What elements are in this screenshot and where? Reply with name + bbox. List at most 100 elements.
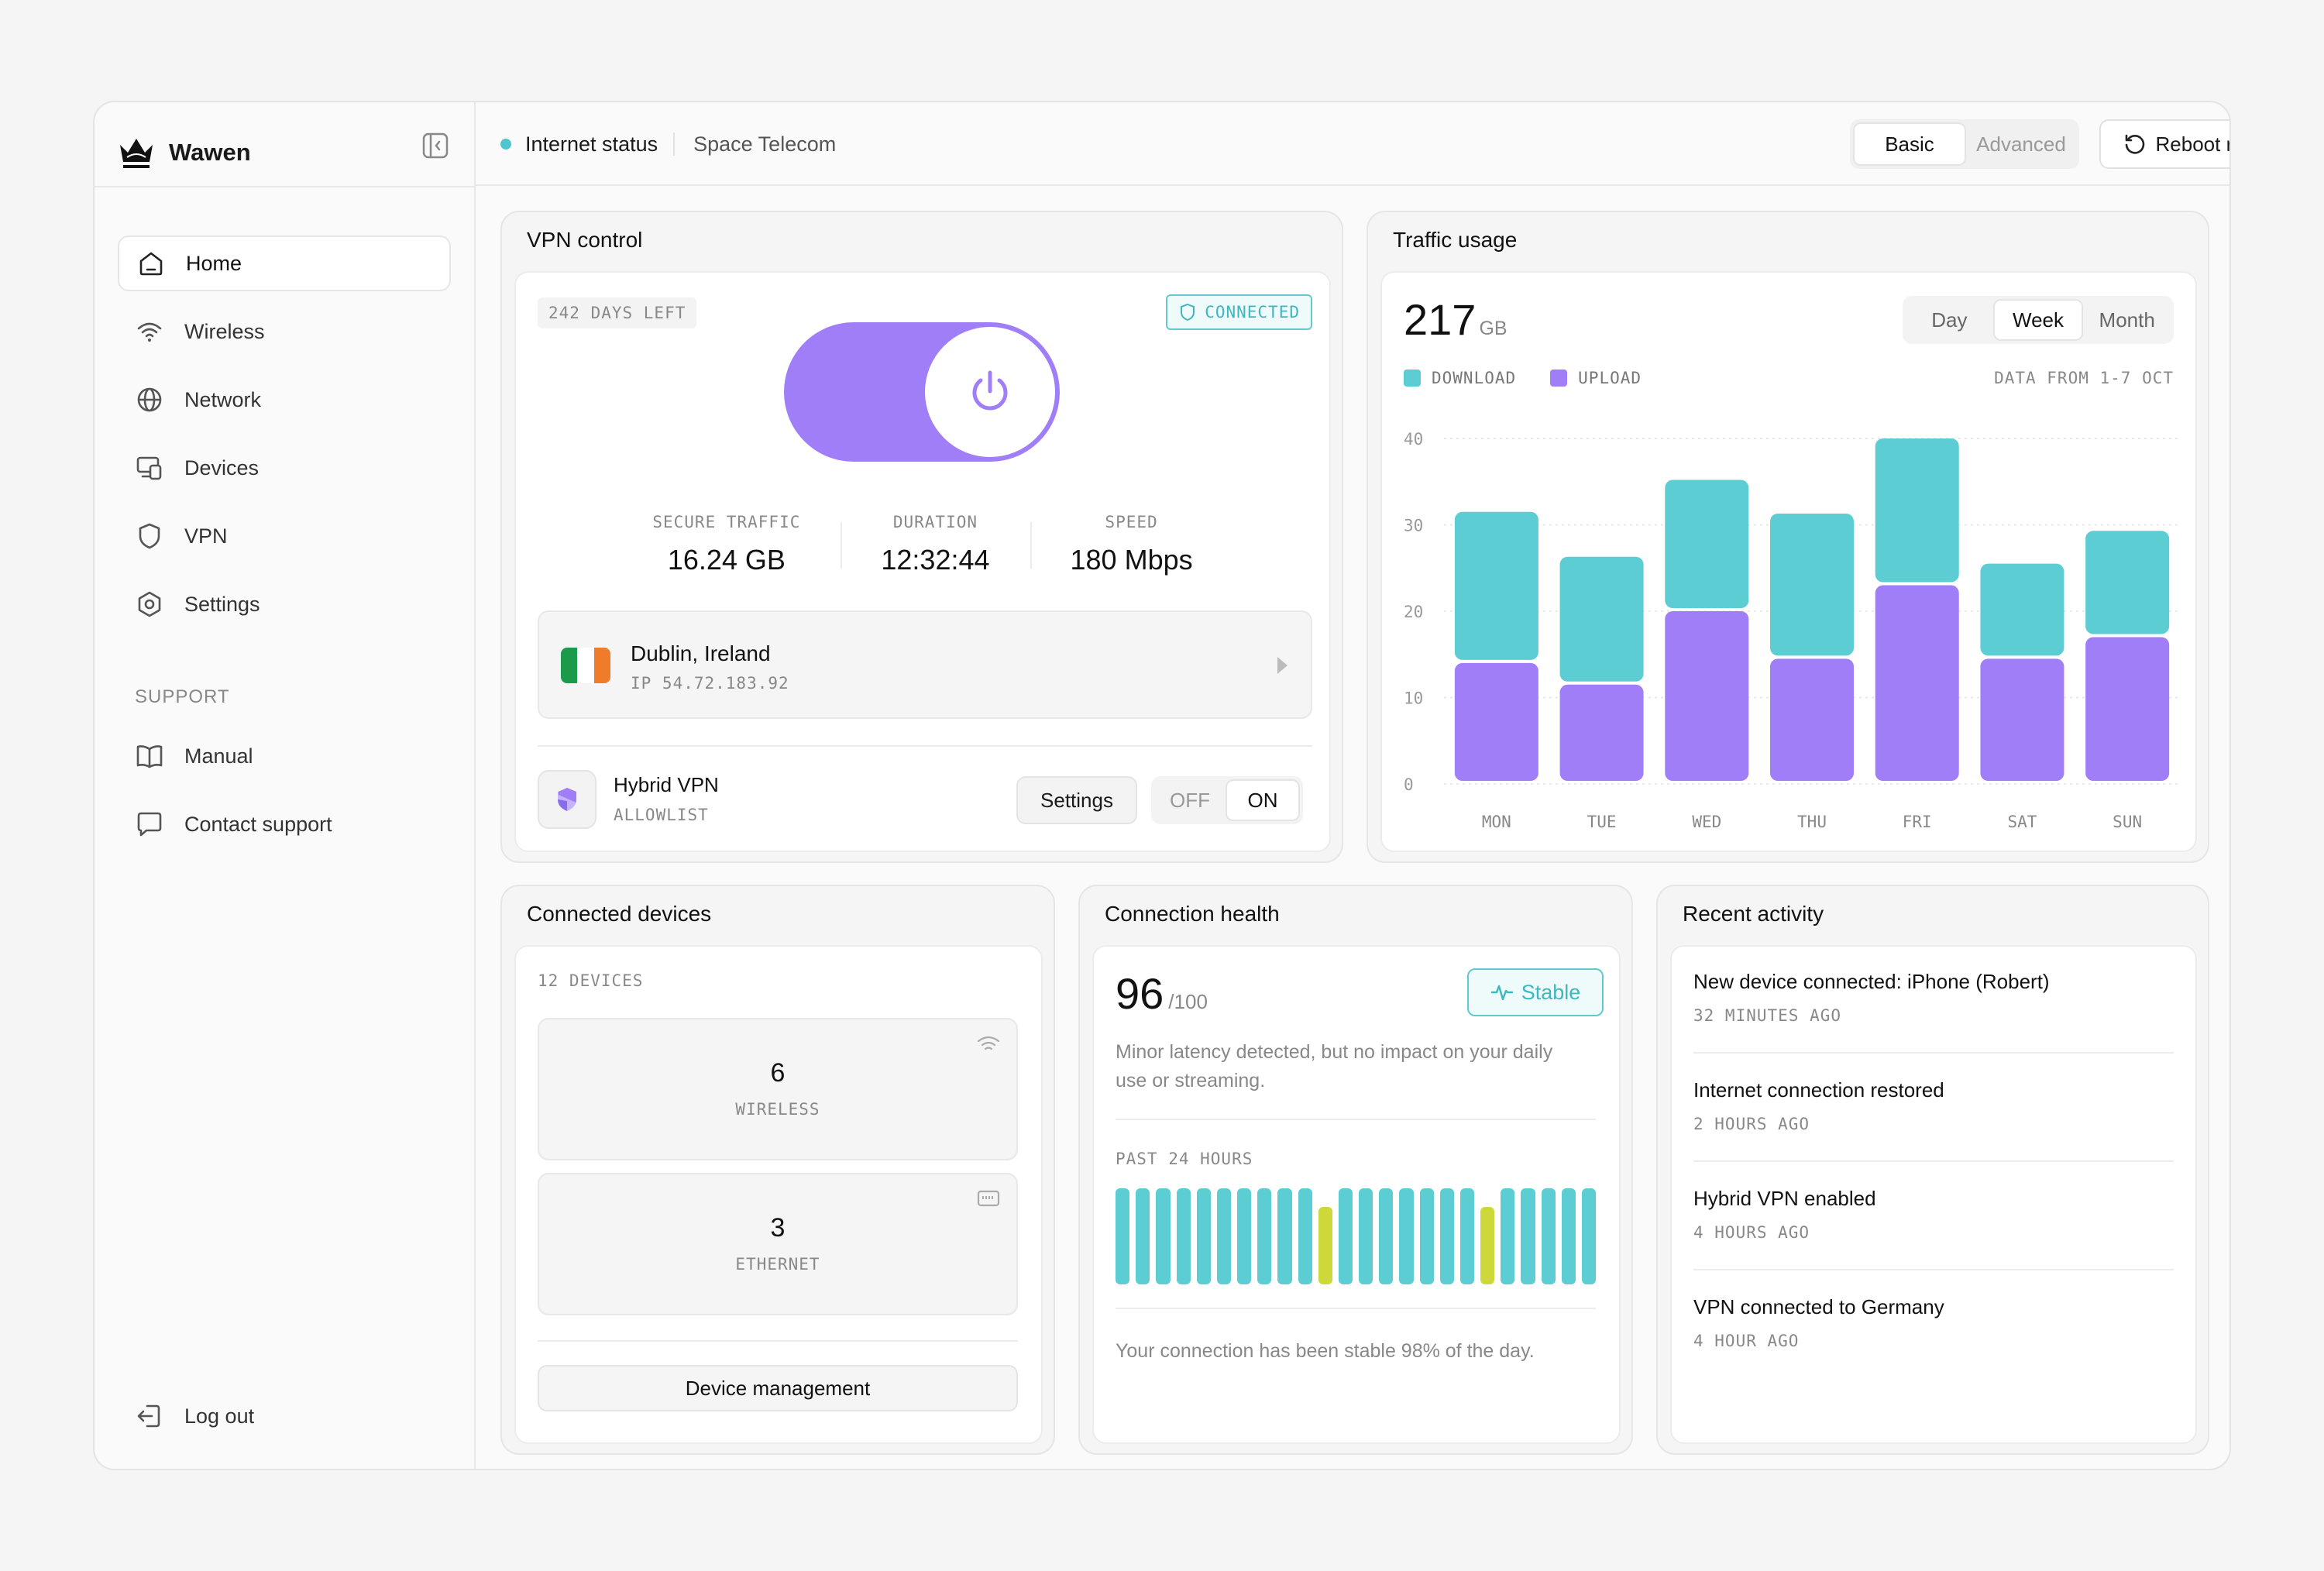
- crown-logo-icon: [120, 139, 153, 168]
- connected-devices-card: Connected devices 12 DEVICES 6 WIRELESS …: [500, 885, 1055, 1455]
- health-hour-bar: [1156, 1188, 1171, 1284]
- health-hour-bar: [1541, 1188, 1556, 1284]
- sidebar: Wawen Home Wireless Network: [95, 102, 476, 1469]
- bar-upload-sat[interactable]: [1980, 658, 2064, 781]
- bar-download-tue[interactable]: [1559, 556, 1644, 682]
- health-hour-bar: [1521, 1188, 1535, 1284]
- hybrid-on-button[interactable]: ON: [1226, 779, 1300, 821]
- status-separator: [673, 132, 676, 156]
- bar-download-thu[interactable]: [1770, 514, 1854, 656]
- health-hour-bar: [1399, 1188, 1414, 1284]
- x-tick-label: FRI: [1903, 813, 1932, 831]
- sidebar-item-network[interactable]: Network: [118, 372, 451, 428]
- legend-swatch: [1404, 370, 1421, 387]
- health-hour-bar: [1176, 1188, 1191, 1284]
- location-ip: IP 54.72.183.92: [631, 674, 789, 693]
- connected-badge-label: CONNECTED: [1205, 303, 1300, 321]
- ethernet-devices-tile[interactable]: 3 ETHERNET: [538, 1173, 1018, 1315]
- devices-card-title: Connected devices: [527, 902, 712, 926]
- x-tick-label: TUE: [1587, 813, 1617, 831]
- stat-label: SPEED: [1105, 513, 1158, 531]
- sidebar-item-devices[interactable]: Devices: [118, 440, 451, 496]
- health-hour-bar: [1116, 1188, 1130, 1284]
- ethernet-icon: [977, 1190, 1000, 1207]
- wireless-label: WIRELESS: [735, 1100, 820, 1119]
- reboot-router-button[interactable]: Reboot router: [2099, 119, 2230, 169]
- stable-badge: Stable: [1467, 968, 1604, 1016]
- vpn-power-toggle[interactable]: [784, 322, 1060, 462]
- range-week-button[interactable]: Week: [1992, 299, 2084, 341]
- traffic-total-value: 217: [1404, 295, 1477, 344]
- x-tick-label: THU: [1797, 813, 1827, 831]
- ethernet-count: 3: [770, 1213, 786, 1243]
- activity-divider: [1693, 1160, 2174, 1162]
- bar-upload-tue[interactable]: [1559, 684, 1644, 781]
- sidebar-item-label: Network: [184, 387, 262, 411]
- hybrid-off-button[interactable]: OFF: [1170, 788, 1210, 812]
- sidebar-item-label: Contact support: [184, 812, 332, 836]
- sidebar-item-vpn[interactable]: VPN: [118, 508, 451, 564]
- health-footer: Your connection has been stable 98% of t…: [1116, 1340, 1535, 1362]
- bar-upload-thu[interactable]: [1770, 658, 1854, 781]
- bar-upload-mon[interactable]: [1454, 662, 1538, 781]
- health-panel: 96/100 Stable Minor latency detected, bu…: [1092, 945, 1621, 1444]
- device-management-button[interactable]: Device management: [538, 1365, 1018, 1411]
- health-hour-bar: [1298, 1188, 1312, 1284]
- health-hour-bar: [1216, 1188, 1232, 1284]
- bar-download-sat[interactable]: [1980, 563, 2064, 656]
- hybrid-vpn-name: Hybrid VPN: [614, 773, 719, 796]
- reboot-label: Reboot router: [2155, 132, 2230, 156]
- wireless-count: 6: [770, 1058, 786, 1088]
- bar-download-sun[interactable]: [2085, 531, 2170, 634]
- brand: Wawen: [118, 125, 251, 180]
- range-day-button[interactable]: Day: [1931, 308, 1968, 332]
- hybrid-vpn-icon: [538, 770, 596, 829]
- traffic-card-title: Traffic usage: [1393, 228, 1518, 252]
- shield-half-icon: [558, 788, 576, 811]
- bar-download-mon[interactable]: [1454, 511, 1538, 660]
- bar-download-wed[interactable]: [1665, 480, 1749, 608]
- time-range-switch: Day Week Month: [1903, 296, 2174, 344]
- activity-item[interactable]: Internet connection restored 2 HOURS AGO: [1693, 1078, 2174, 1133]
- connected-badge: CONNECTED: [1166, 294, 1312, 330]
- vpn-location-selector[interactable]: Dublin, Ireland IP 54.72.183.92: [538, 610, 1312, 719]
- logout-button[interactable]: Log out: [118, 1388, 451, 1444]
- devices-panel: 12 DEVICES 6 WIRELESS 3 ETHERNET Device …: [514, 945, 1043, 1444]
- bar-upload-sun[interactable]: [2085, 637, 2170, 781]
- health-hour-bar: [1277, 1188, 1292, 1284]
- sidebar-item-wireless[interactable]: Wireless: [118, 304, 451, 359]
- bar-download-fri[interactable]: [1875, 438, 1959, 583]
- health-score-max: /100: [1168, 990, 1208, 1013]
- logout-label: Log out: [184, 1404, 255, 1428]
- connection-health-card: Connection health 96/100 Stable Minor la…: [1078, 885, 1633, 1455]
- sidebar-item-settings[interactable]: Settings: [118, 576, 451, 632]
- activity-time: 4 HOURS AGO: [1693, 1223, 1810, 1242]
- sidebar-item-label: Manual: [184, 744, 253, 768]
- activity-item[interactable]: VPN connected to Germany 4 HOUR AGO: [1693, 1295, 2174, 1350]
- activity-item[interactable]: New device connected: iPhone (Robert) 32…: [1693, 970, 2174, 1025]
- legend-label: DOWNLOAD: [1432, 369, 1517, 387]
- sidebar-item-manual[interactable]: Manual: [118, 728, 451, 784]
- range-month-button[interactable]: Month: [2099, 308, 2155, 332]
- bar-upload-wed[interactable]: [1665, 611, 1749, 781]
- sidebar-item-home[interactable]: Home: [118, 235, 451, 291]
- activity-title: VPN connected to Germany: [1693, 1295, 1944, 1318]
- brand-name: Wawen: [169, 139, 251, 166]
- hybrid-settings-button[interactable]: Settings: [1016, 776, 1137, 824]
- globe-icon: [137, 387, 162, 412]
- activity-item[interactable]: Hybrid VPN enabled 4 HOURS AGO: [1693, 1187, 2174, 1242]
- sidebar-item-contact-support[interactable]: Contact support: [118, 796, 451, 852]
- wireless-devices-tile[interactable]: 6 WIRELESS: [538, 1018, 1018, 1160]
- health-hour-bar: [1419, 1188, 1434, 1284]
- mode-advanced-button[interactable]: Advanced: [1976, 132, 2066, 156]
- collapse-sidebar-button[interactable]: [420, 130, 451, 161]
- health-hour-bar: [1257, 1188, 1272, 1284]
- vpn-card-title: VPN control: [527, 228, 643, 252]
- app-window: Wawen Home Wireless Network: [93, 101, 2231, 1470]
- home-icon: [139, 252, 163, 276]
- x-tick-label: MON: [1482, 813, 1511, 831]
- devices-divider: [538, 1340, 1018, 1342]
- mode-basic-button[interactable]: Basic: [1853, 122, 1966, 166]
- bar-upload-fri[interactable]: [1875, 585, 1959, 781]
- book-icon: [136, 745, 163, 768]
